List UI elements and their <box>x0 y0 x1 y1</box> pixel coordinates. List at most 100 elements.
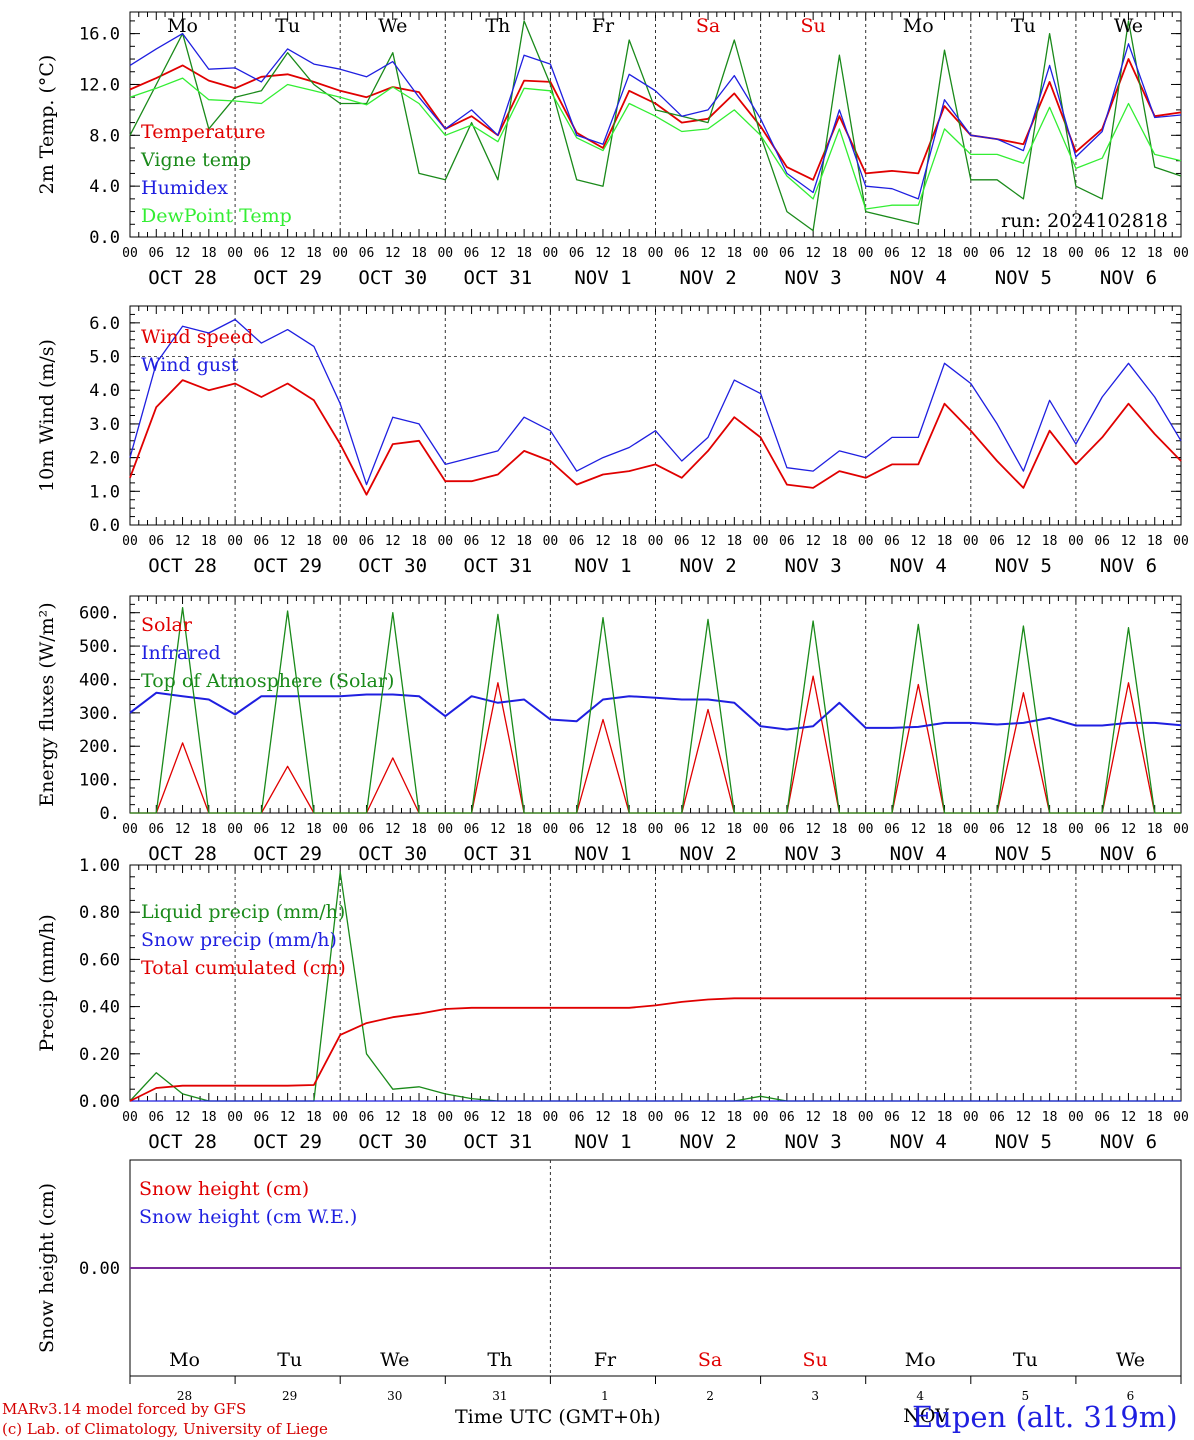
x-hour-label: 06 <box>569 822 585 837</box>
x-day-label: NOV 4 <box>890 267 947 289</box>
x-hour-label: 12 <box>1121 246 1137 261</box>
x-hour-label: 18 <box>411 246 427 261</box>
x-hour-label: 12 <box>805 1110 821 1125</box>
x-day-label: NOV 2 <box>679 843 736 865</box>
x-hour-label: 12 <box>175 534 191 549</box>
x-hour-label: 00 <box>648 534 664 549</box>
x-hour-label: 00 <box>543 246 559 261</box>
y-tick-label: 0.0 <box>89 228 120 248</box>
x-day-label: NOV 1 <box>574 267 631 289</box>
weekday-label: Tu <box>1011 15 1036 37</box>
x-hour-label: 06 <box>1094 822 1110 837</box>
x-day-label: NOV 3 <box>785 267 842 289</box>
x-hour-label: 00 <box>543 822 559 837</box>
x-hour-label: 12 <box>805 534 821 549</box>
x-hour-label: 12 <box>805 822 821 837</box>
bottom-day-number: 5 <box>1022 1389 1030 1403</box>
x-hour-label: 00 <box>858 1110 874 1125</box>
x-hour-label: 06 <box>989 822 1005 837</box>
x-hour-label: 00 <box>648 246 664 261</box>
weekday-label: Mo <box>905 1349 936 1371</box>
x-hour-label: 06 <box>254 1110 270 1125</box>
x-hour-label: 12 <box>175 822 191 837</box>
x-hour-label: 00 <box>227 534 243 549</box>
x-hour-label: 12 <box>910 1110 926 1125</box>
x-hour-label: 00 <box>1068 1110 1084 1125</box>
x-day-label: NOV 6 <box>1100 267 1157 289</box>
legend-entry: Snow height (cm W.E.) <box>139 1206 357 1228</box>
x-hour-label: 12 <box>595 534 611 549</box>
x-day-label: NOV 6 <box>1100 555 1157 577</box>
bottom-day-number: 6 <box>1127 1389 1135 1403</box>
x-hour-label: 12 <box>280 246 296 261</box>
weekday-label: We <box>380 1349 409 1371</box>
x-hour-label: 18 <box>306 822 322 837</box>
x-hour-label: 00 <box>1173 246 1189 261</box>
y-tick-label: 0.20 <box>79 1045 120 1065</box>
x-hour-label: 06 <box>884 822 900 837</box>
x-day-label: OCT 31 <box>464 267 533 289</box>
series-line-total-cumulated-cm- <box>129 997 1181 1102</box>
series-line-dewpoint-temp <box>129 77 1182 210</box>
x-day-label: OCT 29 <box>253 555 322 577</box>
x-hour-label: 12 <box>385 246 401 261</box>
weekday-label: Tu <box>275 15 300 37</box>
x-hour-label: 18 <box>516 822 532 837</box>
x-hour-label: 06 <box>989 534 1005 549</box>
x-hour-label: 18 <box>201 246 217 261</box>
x-day-label: OCT 28 <box>148 843 217 865</box>
weekday-label: Sa <box>696 15 720 37</box>
x-hour-label: 06 <box>148 822 164 837</box>
x-hour-label: 06 <box>674 534 690 549</box>
x-hour-label: 00 <box>963 246 979 261</box>
x-day-label: OCT 30 <box>358 1131 427 1153</box>
x-hour-label: 18 <box>1042 1110 1058 1125</box>
x-hour-label: 06 <box>779 1110 795 1125</box>
x-hour-label: 12 <box>1016 246 1032 261</box>
x-hour-label: 12 <box>700 822 716 837</box>
legend-entry: Wind speed <box>141 326 253 348</box>
legend-entry: Top of Atmosphere (Solar) <box>141 670 394 692</box>
x-hour-label: 06 <box>779 534 795 549</box>
weekday-label: Su <box>801 15 826 37</box>
x-hour-label: 06 <box>148 1110 164 1125</box>
x-day-label: NOV 1 <box>574 843 631 865</box>
y-tick-label: 4.0 <box>89 381 120 401</box>
x-hour-label: 12 <box>910 822 926 837</box>
y-tick-label: 200. <box>79 737 120 757</box>
y-tick-label: 500. <box>79 637 120 657</box>
x-day-label: OCT 30 <box>358 555 427 577</box>
credit-line-2: (c) Lab. of Climatology, University of L… <box>2 1420 328 1438</box>
legend-entry: Temperature <box>141 121 265 143</box>
y-tick-label: 12.0 <box>79 75 120 95</box>
x-hour-label: 18 <box>937 822 953 837</box>
x-hour-label: 18 <box>937 534 953 549</box>
x-hour-label: 06 <box>359 534 375 549</box>
x-hour-label: 00 <box>858 534 874 549</box>
x-day-label: OCT 31 <box>464 843 533 865</box>
x-hour-label: 06 <box>359 822 375 837</box>
x-hour-label: 06 <box>464 1110 480 1125</box>
x-hour-label: 12 <box>700 1110 716 1125</box>
x-day-label: NOV 3 <box>785 1131 842 1153</box>
x-hour-label: 18 <box>306 246 322 261</box>
series-line-infrared <box>129 691 1182 731</box>
x-hour-label: 00 <box>648 822 664 837</box>
weekday-label: Th <box>487 1349 512 1371</box>
x-hour-label: 06 <box>674 822 690 837</box>
x-day-label: OCT 28 <box>148 267 217 289</box>
legend-entry: Humidex <box>141 177 228 199</box>
x-hour-label: 18 <box>201 534 217 549</box>
y-axis-label: Precip (mm/h) <box>36 914 58 1052</box>
x-hour-label: 00 <box>227 1110 243 1125</box>
weekday-label: We <box>378 15 407 37</box>
x-hour-label: 06 <box>989 246 1005 261</box>
x-hour-label: 06 <box>779 246 795 261</box>
x-hour-label: 00 <box>543 534 559 549</box>
x-hour-label: 06 <box>674 1110 690 1125</box>
y-tick-label: 0.60 <box>79 950 120 970</box>
x-hour-label: 06 <box>884 1110 900 1125</box>
x-hour-label: 00 <box>543 1110 559 1125</box>
bottom-day-number: 4 <box>916 1389 924 1403</box>
x-hour-label: 06 <box>569 1110 585 1125</box>
